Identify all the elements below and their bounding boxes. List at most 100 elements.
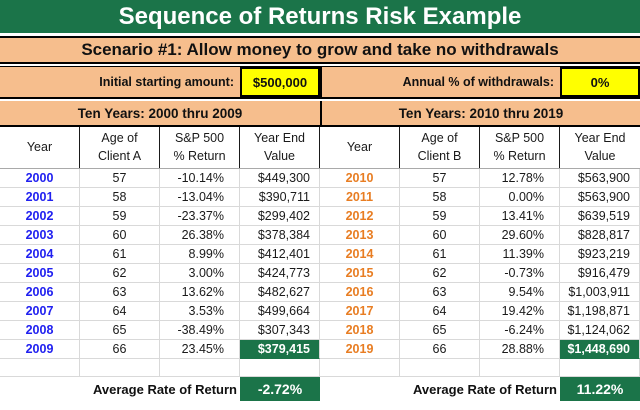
value-cell: $499,664 [240, 302, 320, 321]
return-cell: 23.45% [160, 340, 240, 359]
age-cell: 63 [400, 283, 480, 302]
age-cell: 60 [80, 226, 160, 245]
year-cell: 2007 [0, 302, 80, 321]
age-cell: 58 [400, 188, 480, 207]
year-cell: 2016 [320, 283, 400, 302]
age-cell: 62 [400, 264, 480, 283]
page-title: Sequence of Returns Risk Example [0, 0, 640, 33]
return-cell: 3.00% [160, 264, 240, 283]
col-header-return-a: S&P 500% Return [160, 127, 240, 168]
return-cell: -6.24% [480, 321, 560, 340]
return-cell: 13.41% [480, 207, 560, 226]
average-value-a: -2.72% [240, 377, 320, 401]
return-cell: 28.88% [480, 340, 560, 359]
age-cell: 58 [80, 188, 160, 207]
return-cell: 9.54% [480, 283, 560, 302]
age-cell: 65 [80, 321, 160, 340]
withdrawal-pct-input-cell[interactable]: 0% [560, 67, 640, 97]
year-cell: 2011 [320, 188, 400, 207]
value-cell: $916,479 [560, 264, 640, 283]
average-label-a: Average Rate of Return [93, 381, 237, 397]
value-cell: $563,900 [560, 188, 640, 207]
data-grid: 2000 57 -10.14% $449,300 2001 58 -13.04% $390,7… [0, 169, 640, 359]
col-header-return-b: S&P 500% Return [480, 127, 560, 168]
value-cell: $639,519 [560, 207, 640, 226]
age-cell: 66 [400, 340, 480, 359]
return-cell: 19.42% [480, 302, 560, 321]
year-cell: 2005 [0, 264, 80, 283]
value-cell: $424,773 [240, 264, 320, 283]
year-cell: 2003 [0, 226, 80, 245]
value-cell: $390,711 [240, 188, 320, 207]
value-cell: $923,219 [560, 245, 640, 264]
age-cell: 63 [80, 283, 160, 302]
return-cell: 26.38% [160, 226, 240, 245]
table-2000s: 2000 57 -10.14% $449,300 2001 58 -13.04% $390,7… [0, 169, 320, 359]
initial-amount-input-cell[interactable]: $500,000 [240, 67, 320, 97]
year-cell: 2006 [0, 283, 80, 302]
col-header-value-b: Year End Value [574, 131, 626, 163]
return-cell: 29.60% [480, 226, 560, 245]
withdrawal-pct-label: Annual % of withdrawals: [320, 67, 560, 97]
age-cell: 57 [400, 169, 480, 188]
initial-amount-label: Initial starting amount: [99, 75, 234, 89]
year-cell: 2012 [320, 207, 400, 226]
value-cell: $563,900 [560, 169, 640, 188]
return-cell: 0.00% [480, 188, 560, 207]
average-label-b: Average Rate of Return [413, 381, 557, 397]
parameters-row: Initial starting amount: $500,000 Annual… [0, 66, 640, 99]
spacer-row [0, 359, 640, 377]
age-cell: 61 [400, 245, 480, 264]
return-cell: 13.62% [160, 283, 240, 302]
year-cell: 2014 [320, 245, 400, 264]
value-cell: $299,402 [240, 207, 320, 226]
age-cell: 59 [400, 207, 480, 226]
value-cell: $307,343 [240, 321, 320, 340]
year-cell: 2018 [320, 321, 400, 340]
year-cell: 2001 [0, 188, 80, 207]
age-cell: 59 [80, 207, 160, 226]
value-cell: $412,401 [240, 245, 320, 264]
year-cell: 2004 [0, 245, 80, 264]
average-value-b: 11.22% [560, 377, 640, 401]
decade-section-headers: Ten Years: 2000 thru 2009 Ten Years: 201… [0, 101, 640, 127]
return-cell: -13.04% [160, 188, 240, 207]
section-header-2010s: Ten Years: 2010 thru 2019 [320, 101, 640, 125]
return-cell: -10.14% [160, 169, 240, 188]
age-cell: 62 [80, 264, 160, 283]
value-cell: $449,300 [240, 169, 320, 188]
col-header-value-a: Year End Value [240, 127, 320, 168]
value-cell: $1,124,062 [560, 321, 640, 340]
value-cell: $1,448,690 [560, 340, 640, 359]
age-cell: 64 [80, 302, 160, 321]
year-cell: 2017 [320, 302, 400, 321]
value-cell: $378,384 [240, 226, 320, 245]
section-header-2000s: Ten Years: 2000 thru 2009 [77, 105, 243, 121]
year-cell: 2008 [0, 321, 80, 340]
age-cell: 64 [400, 302, 480, 321]
age-cell: 65 [400, 321, 480, 340]
average-row: Average Rate of Return -2.72% Average Ra… [0, 377, 640, 401]
value-cell: $828,817 [560, 226, 640, 245]
age-cell: 61 [80, 245, 160, 264]
year-cell: 2019 [320, 340, 400, 359]
return-cell: -23.37% [160, 207, 240, 226]
return-cell: 11.39% [480, 245, 560, 264]
age-cell: 66 [80, 340, 160, 359]
value-cell: $1,003,911 [560, 283, 640, 302]
return-cell: -0.73% [480, 264, 560, 283]
col-header-age-a: Age of Client A [80, 127, 160, 168]
value-cell: $1,198,871 [560, 302, 640, 321]
return-cell: 3.53% [160, 302, 240, 321]
column-header-row: Year Age of Client A S&P 500% Return Year… [0, 127, 640, 169]
value-cell: $482,627 [240, 283, 320, 302]
col-header-age-b: Age of Client B [400, 127, 480, 168]
age-cell: 60 [400, 226, 480, 245]
table-2010s: 2010 57 12.78% $563,900 2011 58 0.00% $563,900 2… [320, 169, 640, 359]
age-cell: 57 [80, 169, 160, 188]
year-cell: 2009 [0, 340, 80, 359]
return-cell: -38.49% [160, 321, 240, 340]
scenario-banner: Scenario #1: Allow money to grow and tak… [0, 36, 640, 64]
return-cell: 8.99% [160, 245, 240, 264]
